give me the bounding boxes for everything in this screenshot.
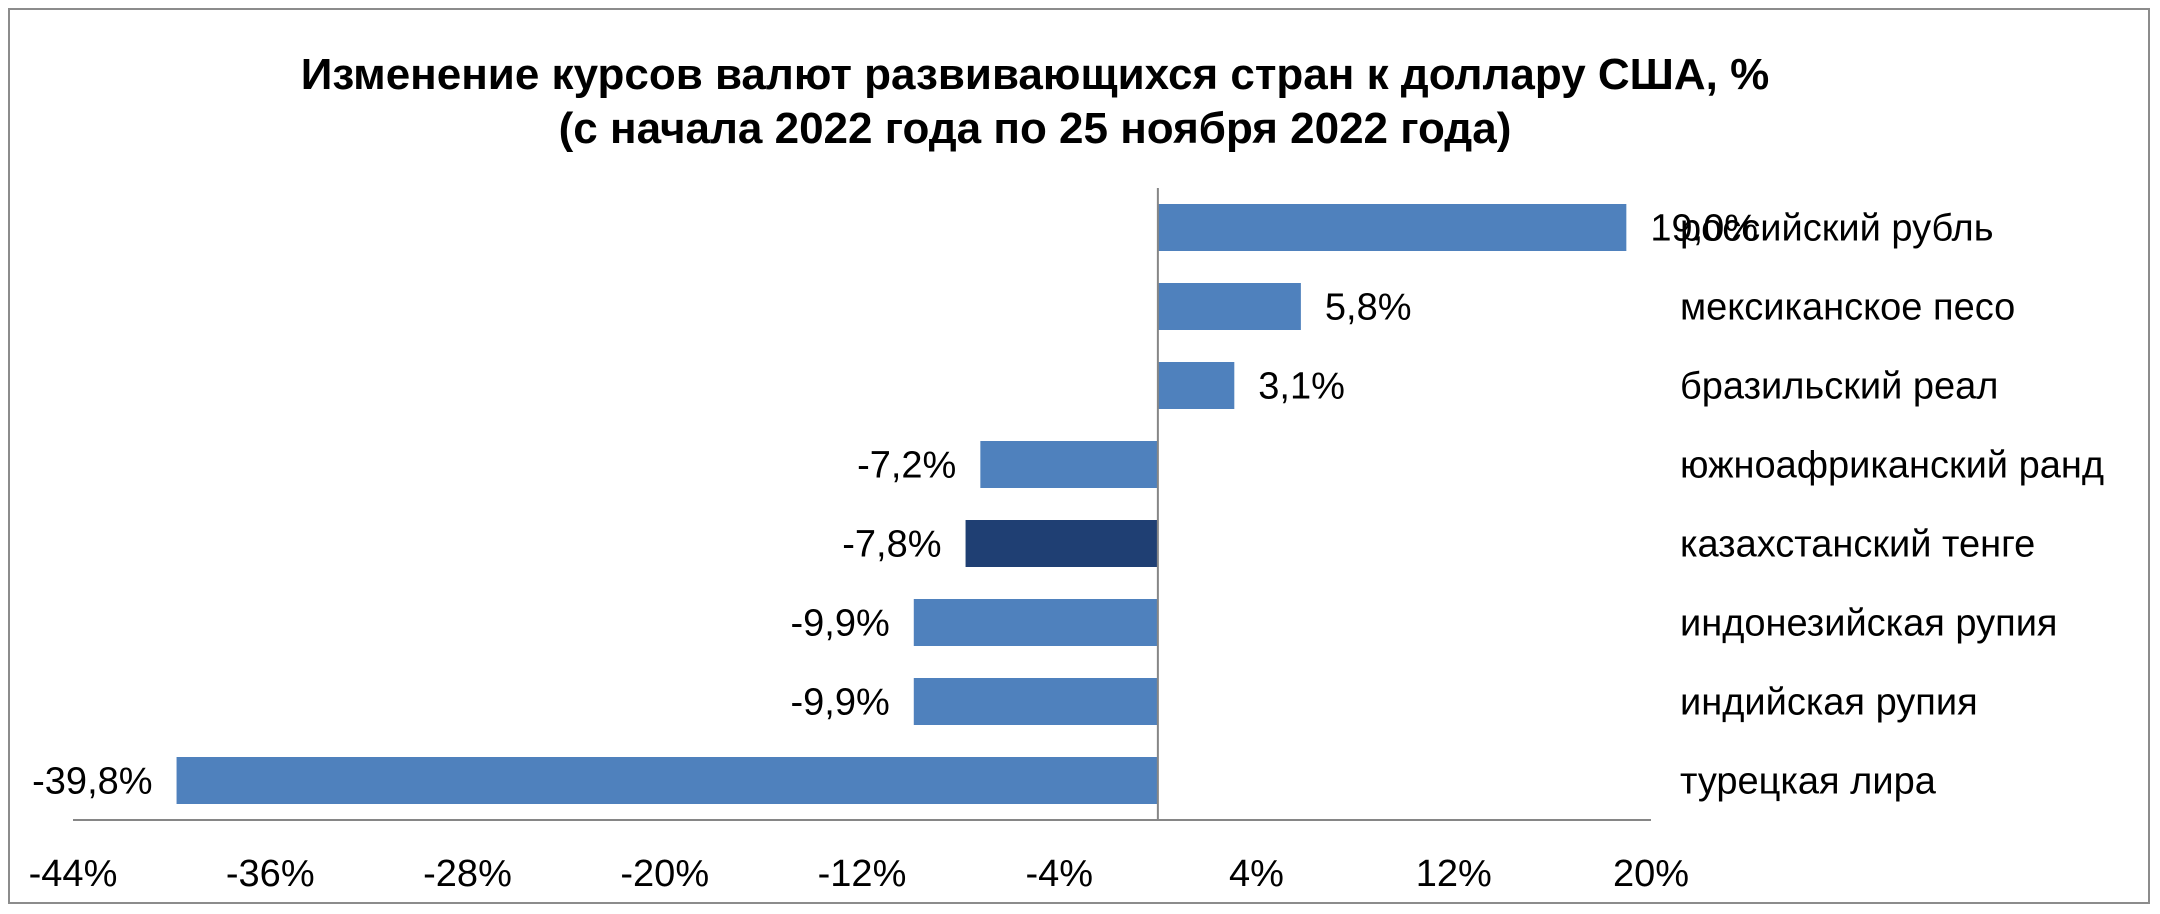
- value-label-4: -7,8%: [842, 524, 941, 566]
- category-label-3: южноафриканский ранд: [1680, 445, 2104, 487]
- category-label-0: российский рубль: [1680, 208, 1994, 250]
- x-tick-label-4: -12%: [818, 853, 907, 895]
- x-tick-label-0: -44%: [29, 853, 118, 895]
- category-label-1: мексиканское песо: [1680, 287, 2015, 329]
- value-label-3: -7,2%: [857, 445, 956, 487]
- x-tick-label-3: -20%: [620, 853, 709, 895]
- bar-5: [913, 599, 1158, 646]
- category-label-6: индийская рупия: [1680, 682, 1978, 724]
- bar-6: [913, 678, 1158, 725]
- bar-chart: Изменение курсов валют развивающихся стр…: [29, 50, 2104, 896]
- value-label-7: -39,8%: [32, 761, 152, 803]
- bar-0: [1157, 204, 1627, 251]
- chart-subtitle: (с начала 2022 года по 25 ноября 2022 го…: [559, 104, 1512, 153]
- category-label-7: турецкая лира: [1680, 761, 1937, 803]
- value-label-6: -9,9%: [790, 682, 889, 724]
- bars-layer: [176, 204, 1627, 804]
- x-tick-label-2: -28%: [423, 853, 512, 895]
- value-label-0: 19,0%: [1650, 208, 1758, 250]
- x-tick-label-6: 4%: [1229, 853, 1284, 895]
- bar-4: [965, 520, 1158, 567]
- category-label-5: индонезийская рупия: [1680, 603, 2058, 645]
- category-label-4: казахстанский тенге: [1680, 524, 2035, 566]
- value-label-5: -9,9%: [790, 603, 889, 645]
- x-tick-label-5: -4%: [1025, 853, 1093, 895]
- bar-2: [1157, 362, 1235, 409]
- labels-layer: 19,0%российский рубль 5,8% мексиканское пе…: [29, 208, 2104, 896]
- chart-frame: Изменение курсов валют развивающихся стр…: [8, 8, 2150, 904]
- bar-1: [1157, 283, 1301, 330]
- x-tick-label-7: 12%: [1416, 853, 1492, 895]
- x-tick-label-8: 20%: [1613, 853, 1689, 895]
- value-label-1: 5,8%: [1325, 287, 1412, 329]
- axis-layer: [73, 188, 1651, 821]
- x-tick-label-1: -36%: [226, 853, 315, 895]
- bar-3: [980, 441, 1158, 488]
- category-label-2: бразильский реал: [1680, 366, 1998, 408]
- chart-title: Изменение курсов валют развивающихся стр…: [301, 50, 1769, 99]
- value-label-2: 3,1%: [1258, 366, 1345, 408]
- bar-7: [176, 757, 1158, 804]
